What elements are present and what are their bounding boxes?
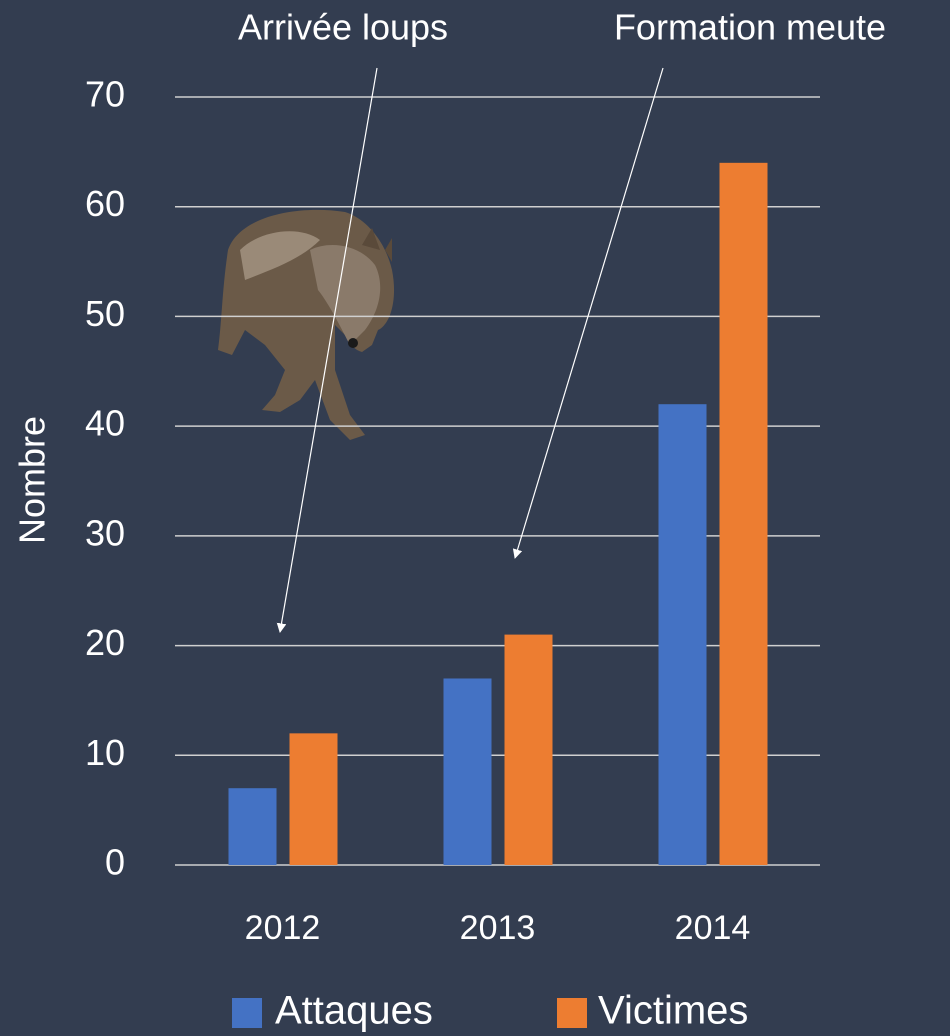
chart: Nombre 0 10 20 30 40 50 60 70 2012 2013 2014 Attaqu… [0,0,950,1036]
x-tick-label: 2013 [460,909,536,947]
annotation: Formation meute [614,7,886,48]
bar [505,635,553,865]
legend-label: Attaques [275,989,433,1033]
y-tick-label: 40 [85,403,125,444]
bar [444,678,492,865]
legend-label: Victimes [598,989,748,1033]
y-tick-label: 60 [85,183,125,224]
annotation: Arrivée loups [238,7,448,48]
wolf-illustration [218,210,394,440]
annotation-arrow [515,68,663,558]
y-tick-label: 10 [85,732,125,773]
x-tick-label: 2012 [245,909,321,947]
bar [290,733,338,865]
bar [229,788,277,865]
y-tick-label: 20 [85,622,125,663]
x-tick-label: 2014 [675,909,751,947]
bar [720,163,768,865]
legend-swatch [232,998,262,1028]
page: {"chart_data": {"type": "bar", "y_label"… [0,0,950,1036]
y-tick-label: 70 [85,74,125,115]
y-axis-label: Nombre [12,416,53,544]
legend-swatch [557,998,587,1028]
y-tick-label: 50 [85,293,125,334]
y-tick-label: 0 [105,842,125,883]
y-tick-label: 30 [85,512,125,553]
bar [659,404,707,865]
